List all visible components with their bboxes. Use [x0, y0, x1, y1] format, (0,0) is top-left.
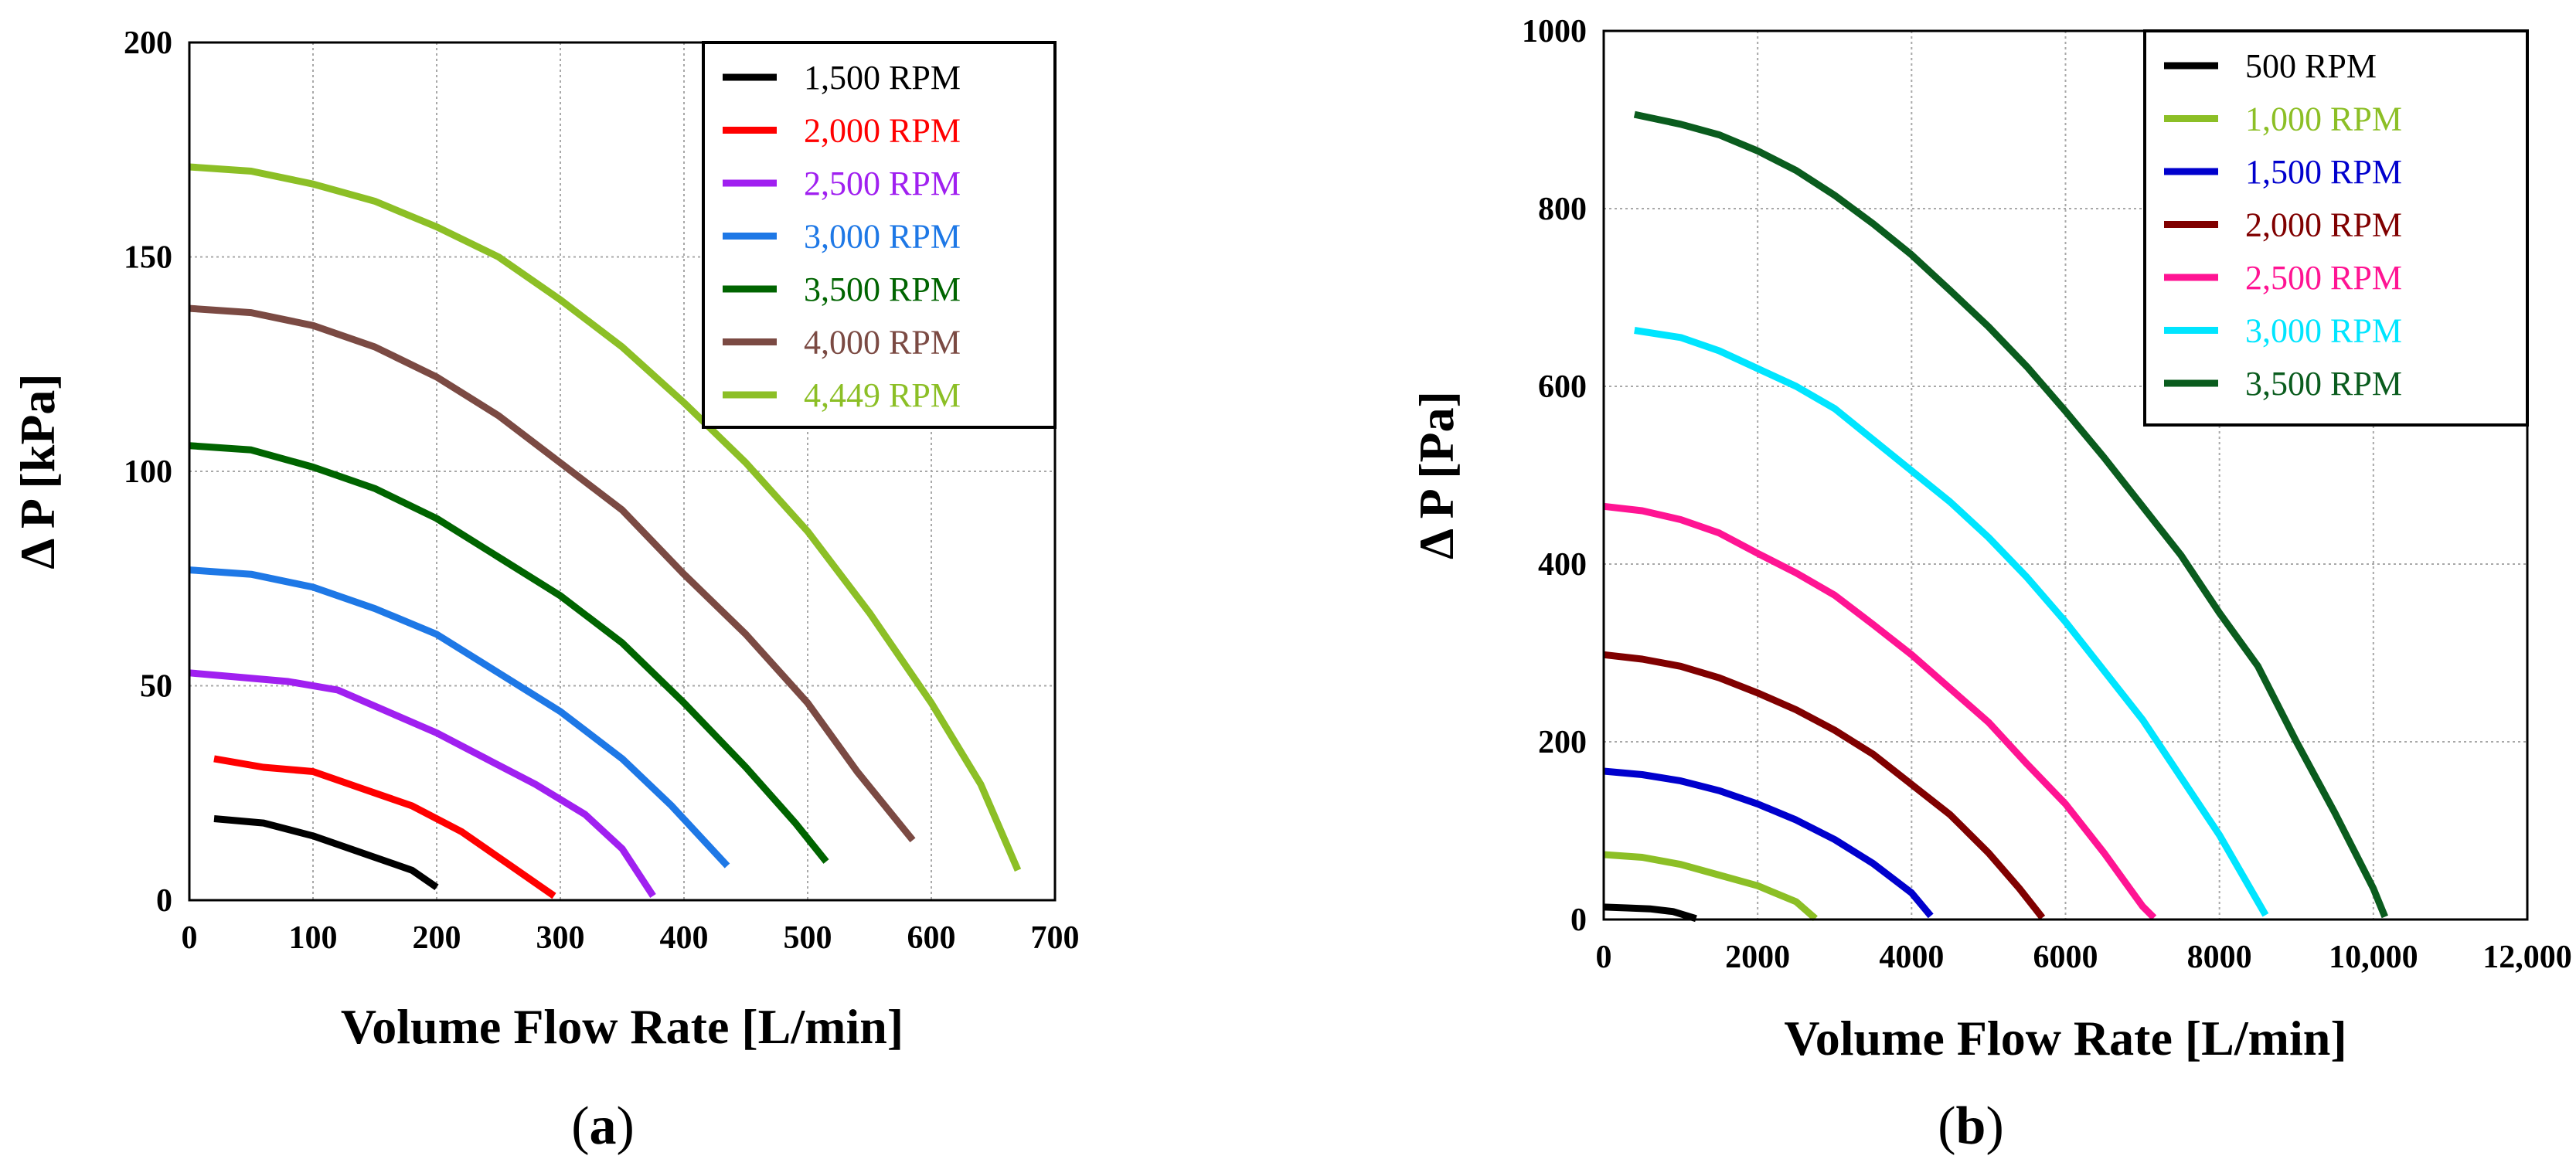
legend-label: 1,500 RPM	[2245, 153, 2402, 191]
y-tick-label: 400	[1538, 547, 1587, 583]
x-tick-label: 300	[536, 920, 585, 956]
subfigure-label: (a)	[571, 1096, 635, 1156]
y-tick-label: 50	[140, 669, 172, 705]
series-line-1-000-rpm	[1603, 851, 1818, 922]
series-line-3-500-rpm	[1633, 110, 2388, 919]
legend-label: 3,500 RPM	[804, 270, 961, 308]
legend-label: 2,000 RPM	[804, 112, 961, 150]
legend-label: 4,449 RPM	[804, 376, 961, 414]
series-line-500-rpm	[1603, 903, 1697, 923]
series-line-4-449-rpm	[189, 163, 1022, 872]
series-line-1-500-rpm	[1603, 767, 1934, 919]
x-axis-label: Volume Flow Rate [L/min]	[341, 999, 903, 1054]
series-line-3-500-rpm	[189, 442, 829, 864]
legend: 1,500 RPM 2,000 RPM 2,500 RPM 3,000 RPM 3,50…	[702, 41, 1057, 429]
x-tick-label: 400	[660, 920, 709, 956]
legend-label: 2,000 RPM	[2245, 206, 2402, 244]
y-tick-label: 200	[124, 25, 172, 61]
chart-panel-b: 0 2000 4000 6000 8000 10,000 12,000 0 200 400 600 8…	[1409, 14, 2572, 1156]
series-line-1-500-rpm	[213, 815, 439, 891]
y-tick-label: 800	[1538, 192, 1587, 227]
legend-label: 1,000 RPM	[2245, 100, 2402, 138]
series-line-4-000-rpm	[189, 304, 916, 843]
x-tick-label: 8000	[2187, 940, 2252, 975]
y-tick-label: 100	[124, 454, 172, 490]
x-tick-label: 4000	[1879, 940, 1944, 975]
subfigure-label: (b)	[1938, 1096, 2004, 1156]
x-tick-label: 600	[907, 920, 956, 956]
x-tick-label: 100	[289, 920, 338, 956]
x-axis-label: Volume Flow Rate [L/min]	[1784, 1011, 2346, 1066]
x-tick-label: 200	[413, 920, 461, 956]
y-tick-label: 0	[1570, 903, 1587, 938]
legend-label: 2,500 RPM	[2245, 259, 2402, 297]
y-axis-label: Δ P [kPa]	[10, 373, 65, 569]
series-line-3-000-rpm	[189, 566, 730, 869]
legend-label: 3,000 RPM	[804, 218, 961, 256]
y-tick-label: 0	[156, 883, 172, 919]
y-tick-label: 600	[1538, 369, 1587, 405]
y-tick-label: 150	[124, 240, 172, 276]
x-tick-label: 6000	[2033, 940, 2098, 975]
x-tick-label: 500	[784, 920, 832, 956]
x-tick-label: 12,000	[2482, 940, 2572, 975]
legend-label: 2,500 RPM	[804, 165, 961, 202]
series-line-2-500-rpm	[189, 669, 656, 898]
x-tick-label: 2000	[1725, 940, 1790, 975]
legend-label: 4,000 RPM	[804, 324, 961, 362]
axes-frame	[188, 41, 1057, 902]
legend-label: 3,500 RPM	[2245, 365, 2402, 403]
legend-label: 3,000 RPM	[2245, 312, 2402, 350]
y-tick-label: 1000	[1522, 14, 1587, 49]
x-tick-label: 0	[1596, 940, 1612, 975]
x-tick-label: 700	[1031, 920, 1080, 956]
series-line-2-000-rpm	[1603, 651, 2046, 920]
series-line-3-000-rpm	[1634, 327, 2269, 917]
legend-label: 500 RPM	[2245, 47, 2377, 85]
legend-label: 1,500 RPM	[804, 59, 961, 97]
legend: 500 RPM 1,000 RPM 1,500 RPM 2,000 RPM 2,500 …	[2143, 29, 2529, 427]
series-line-2-000-rpm	[213, 755, 556, 899]
x-tick-label: 0	[182, 920, 198, 956]
series-line-2-500-rpm	[1603, 502, 2157, 920]
y-axis-label: Δ P [Pa]	[1409, 391, 1464, 559]
x-tick-label: 10,000	[2329, 940, 2418, 975]
axes-frame	[1602, 29, 2529, 921]
chart-panel-a: 0 100 200 300 400 500 600 700 0 50 100 150 200 Volume…	[10, 25, 1080, 1156]
y-tick-label: 200	[1538, 725, 1587, 760]
